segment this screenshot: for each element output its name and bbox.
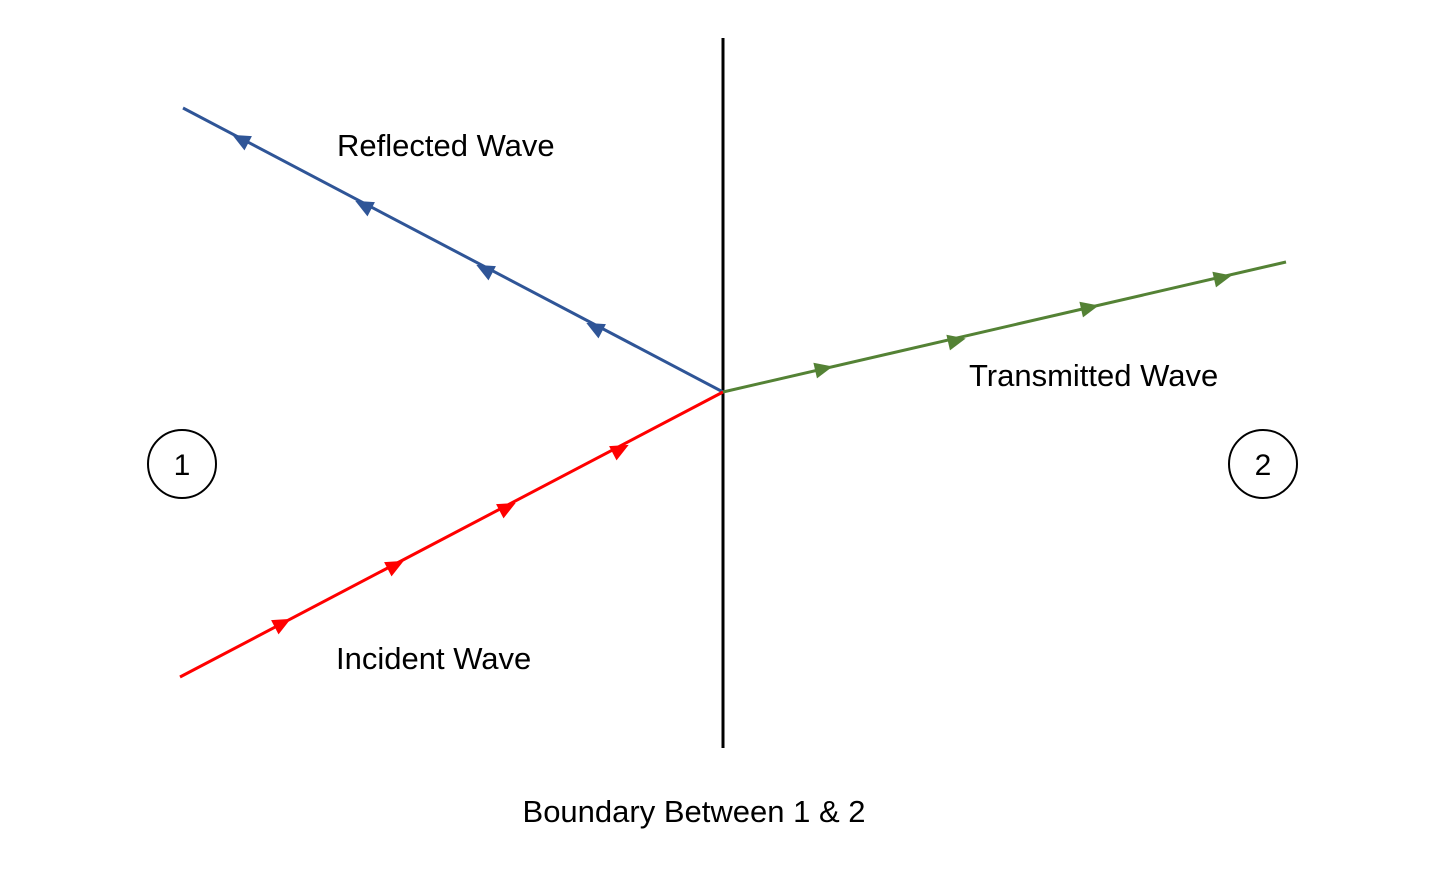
region-2-label: 2 bbox=[1255, 449, 1272, 482]
reflected-arrow-3 bbox=[476, 264, 496, 281]
reflected-arrow-1 bbox=[232, 134, 252, 151]
incident-wave-label: Incident Wave bbox=[336, 641, 531, 676]
incident-wave bbox=[179, 390, 724, 679]
reflected-arrow-4 bbox=[586, 322, 606, 339]
transmitted-arrow-2 bbox=[946, 334, 966, 351]
region-2-marker: 2 bbox=[1228, 429, 1298, 499]
region-1-label: 1 bbox=[174, 449, 191, 482]
transmitted-wave bbox=[722, 260, 1287, 394]
incident-arrow-2 bbox=[384, 560, 404, 577]
reflected-wave-label: Reflected Wave bbox=[337, 128, 555, 163]
region-1-marker: 1 bbox=[147, 429, 217, 499]
incident-wave-line bbox=[179, 390, 724, 679]
boundary-label: Boundary Between 1 & 2 bbox=[523, 794, 866, 829]
reflected-wave bbox=[182, 106, 724, 394]
transmitted-arrow-4 bbox=[1212, 271, 1232, 288]
region-2-circle bbox=[1228, 429, 1298, 499]
transmitted-arrow-1 bbox=[813, 362, 833, 379]
reflected-wave-line bbox=[182, 106, 724, 394]
incident-arrow-1 bbox=[271, 618, 291, 635]
region-1-circle bbox=[147, 429, 217, 499]
incident-arrow-4 bbox=[609, 444, 629, 461]
transmitted-arrow-3 bbox=[1079, 301, 1099, 318]
incident-arrow-3 bbox=[496, 502, 516, 519]
transmitted-wave-label: Transmitted Wave bbox=[969, 358, 1218, 393]
reflected-arrow-2 bbox=[355, 200, 375, 217]
